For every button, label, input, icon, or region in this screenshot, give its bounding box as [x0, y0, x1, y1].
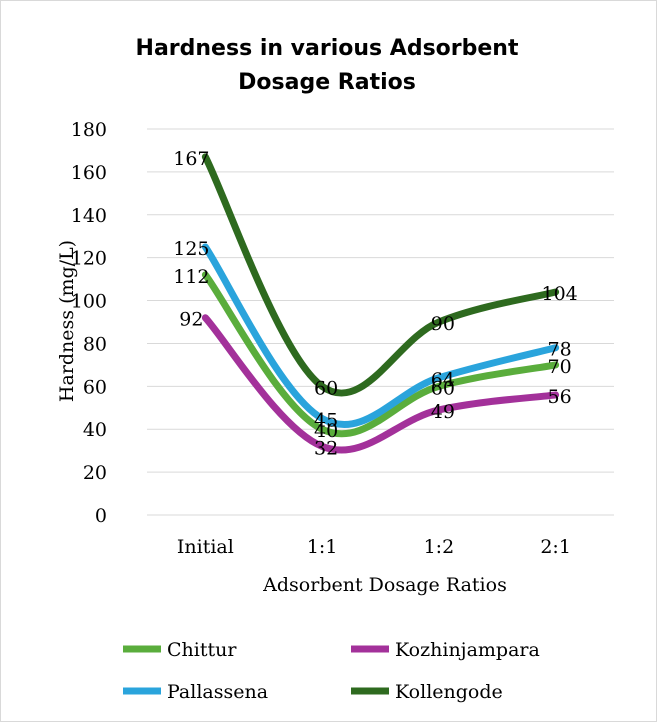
data-label-chittur: 60 — [431, 377, 455, 399]
data-label-pallassena: 78 — [548, 339, 572, 361]
y-axis-title: Hardness (mg/L) — [56, 240, 78, 402]
data-label-kozhinjampara: 56 — [548, 386, 572, 408]
y-tick-label: 140 — [71, 205, 107, 227]
y-tick-label: 180 — [71, 119, 107, 141]
legend-label-chittur: Chittur — [167, 639, 237, 661]
series-lines — [201, 153, 560, 454]
data-label-pallassena: 125 — [173, 238, 209, 260]
legend-label-pallassena: Pallassena — [167, 681, 268, 703]
x-tick-label: 1:1 — [307, 536, 338, 558]
y-axis-ticks: 0 20 40 60 80 100 120 140 160 180 — [71, 119, 107, 527]
data-label-chittur: 40 — [314, 420, 338, 442]
y-tick-label: 80 — [83, 333, 107, 355]
data-label-kollengode: 60 — [314, 377, 338, 399]
x-axis-ticks: Initial 1:1 1:2 2:1 — [177, 536, 571, 558]
data-label-kozhinjampara: 32 — [314, 437, 338, 459]
data-label-chittur: 70 — [548, 356, 572, 378]
chart-title-line-2: Dosage Ratios — [238, 70, 416, 95]
y-tick-label: 40 — [83, 419, 107, 441]
data-label-pallassena: 45 — [314, 410, 338, 432]
x-tick-label: 1:2 — [424, 536, 455, 558]
data-label-kollengode: 104 — [541, 283, 577, 305]
data-label-kozhinjampara: 92 — [179, 309, 203, 331]
y-tick-label: 100 — [71, 291, 107, 313]
data-label-pallassena: 64 — [431, 369, 455, 391]
series-line-kollengode — [201, 153, 560, 397]
legend: Chittur Kozhinjampara Pallassena Kollengode — [123, 639, 540, 703]
x-axis-title: Adsorbent Dosage Ratios — [262, 574, 507, 596]
series-line-chittur — [201, 271, 560, 438]
y-tick-label: 20 — [83, 462, 107, 484]
data-label-kollengode: 167 — [173, 148, 209, 170]
legend-label-kollengode: Kollengode — [395, 681, 503, 703]
data-labels: 112 40 60 70 92 32 49 56 125 45 64 78 167 60 90 104 — [173, 148, 578, 460]
series-line-pallassena — [201, 243, 560, 428]
x-tick-label: Initial — [177, 536, 234, 558]
y-tick-label: 60 — [83, 376, 107, 398]
x-tick-label: 2:1 — [540, 536, 571, 558]
y-tick-label: 120 — [71, 248, 107, 270]
legend-label-kozhinjampara: Kozhinjampara — [395, 639, 540, 661]
series-line-kozhinjampara — [201, 314, 560, 454]
chart-title-line-1: Hardness in various Adsorbent — [136, 36, 519, 61]
data-label-kozhinjampara: 49 — [431, 401, 455, 423]
data-label-kollengode: 90 — [431, 313, 455, 335]
data-label-chittur: 112 — [173, 266, 209, 288]
y-tick-label: 0 — [95, 505, 107, 527]
y-tick-label: 160 — [71, 162, 107, 184]
